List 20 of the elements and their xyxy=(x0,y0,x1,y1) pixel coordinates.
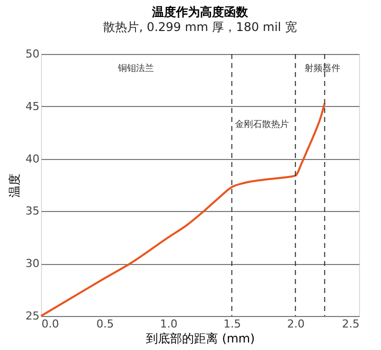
y-axis-title: 温度 xyxy=(8,174,22,198)
x-tick-label: 1.0 xyxy=(160,318,178,330)
y-tick-label: 25 xyxy=(26,310,40,322)
y-tick-label: 50 xyxy=(26,48,40,60)
x-tick-label: 1.5 xyxy=(224,318,242,330)
y-tick-label: 45 xyxy=(26,100,40,113)
y-tick-label: 30 xyxy=(26,257,40,270)
y-tick-label: 40 xyxy=(26,152,40,166)
x-tick-label: 2.0 xyxy=(287,318,305,330)
annotation: 铜钼法兰 xyxy=(117,63,154,74)
y-tick-label: 35 xyxy=(26,204,40,218)
ref-line-label: 射频器件 xyxy=(304,63,341,74)
chart-subtitle: 散热片, 0.299 mm 厚，180 mil 宽 xyxy=(103,20,297,34)
x-tick-label: 0.5 xyxy=(96,318,114,330)
line-series xyxy=(40,102,326,317)
ref-line-label: 金刚石散热片 xyxy=(234,119,289,130)
x-tick-label: 2.5 xyxy=(342,318,360,330)
x-axis-title: 到底部的距离 (mm) xyxy=(146,332,255,346)
chart-title: 温度作为高度函数 xyxy=(151,5,249,19)
x-tick-label: 0.0 xyxy=(42,318,59,330)
